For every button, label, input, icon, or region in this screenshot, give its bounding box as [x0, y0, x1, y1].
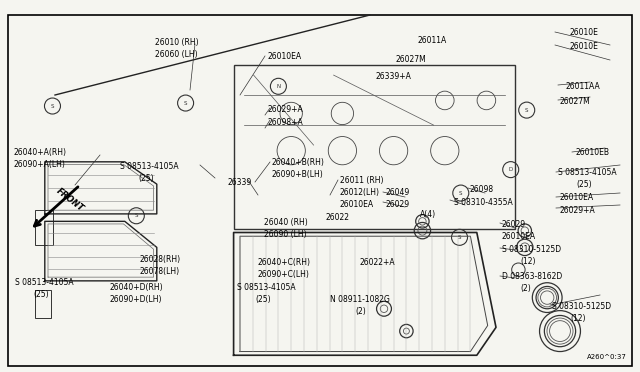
Bar [234, 65, 515, 229]
Text: S: S [134, 213, 138, 218]
Text: 26040+B(RH): 26040+B(RH) [272, 158, 325, 167]
Text: S: S [459, 190, 463, 196]
Text: S 08310-5125D: S 08310-5125D [552, 302, 611, 311]
Text: (2): (2) [355, 307, 365, 316]
Text: (12): (12) [570, 314, 586, 323]
Text: A260^0:37: A260^0:37 [587, 354, 627, 360]
Text: 26090+A(LH): 26090+A(LH) [14, 160, 66, 169]
Text: 26339+A: 26339+A [375, 72, 411, 81]
Text: 26040+D(RH): 26040+D(RH) [110, 283, 164, 292]
Text: S 08310-4355A: S 08310-4355A [454, 198, 513, 207]
Text: 26029+A: 26029+A [268, 105, 304, 114]
Text: 26012(LH): 26012(LH) [340, 188, 380, 197]
Text: 26078(LH): 26078(LH) [140, 267, 180, 276]
Bar [35, 210, 53, 245]
Text: S: S [458, 235, 461, 240]
Text: 26029+A: 26029+A [560, 206, 596, 215]
Text: 26010EA: 26010EA [340, 200, 374, 209]
Text: 26029: 26029 [502, 220, 526, 229]
Text: 26010EA: 26010EA [502, 232, 536, 241]
Text: 26339: 26339 [228, 178, 252, 187]
Text: 26011A: 26011A [418, 36, 447, 45]
Text: D 08363-8162D: D 08363-8162D [502, 272, 563, 281]
Text: 26011AA: 26011AA [565, 82, 600, 91]
Text: N 08911-1082G: N 08911-1082G [330, 295, 390, 304]
Text: D: D [509, 167, 513, 172]
Text: 26022+A: 26022+A [360, 258, 396, 267]
Text: 26049: 26049 [385, 188, 409, 197]
Text: 26010E: 26010E [570, 42, 599, 51]
Text: 26098+A: 26098+A [268, 118, 304, 127]
Text: 26040 (RH): 26040 (RH) [264, 218, 308, 227]
Text: S 08310-5125D: S 08310-5125D [502, 245, 561, 254]
Text: 26010EB: 26010EB [575, 148, 609, 157]
Text: 26090+D(LH): 26090+D(LH) [110, 295, 163, 304]
Text: S: S [51, 103, 54, 109]
Text: 26098: 26098 [470, 185, 494, 194]
Text: (25): (25) [576, 180, 591, 189]
Text: 26010EA: 26010EA [560, 193, 594, 202]
Text: A(4): A(4) [420, 210, 436, 219]
Text: 26010E: 26010E [570, 28, 599, 37]
Bar [35, 290, 51, 318]
Text: (2): (2) [520, 284, 531, 293]
Text: S 08513-4105A: S 08513-4105A [237, 283, 296, 292]
Text: S 08513-4105A: S 08513-4105A [558, 168, 616, 177]
Text: S 08513-4105A: S 08513-4105A [120, 162, 179, 171]
Text: 26090+C(LH): 26090+C(LH) [258, 270, 310, 279]
Text: 26010EA: 26010EA [268, 52, 302, 61]
Text: 26060 (LH): 26060 (LH) [155, 50, 198, 59]
Text: FRONT: FRONT [54, 187, 85, 214]
Text: 26010 (RH): 26010 (RH) [155, 38, 198, 47]
Text: 26040+A(RH): 26040+A(RH) [14, 148, 67, 157]
Text: (25): (25) [33, 290, 49, 299]
Text: (25): (25) [255, 295, 271, 304]
Text: S: S [525, 108, 529, 113]
Text: 26028(RH): 26028(RH) [140, 255, 181, 264]
Text: (25): (25) [138, 174, 154, 183]
Text: 26090+B(LH): 26090+B(LH) [272, 170, 324, 179]
Text: 26040+C(RH): 26040+C(RH) [258, 258, 311, 267]
Text: S: S [184, 100, 188, 106]
Text: 26027M: 26027M [560, 97, 591, 106]
Text: N: N [276, 84, 280, 89]
Text: 26027M: 26027M [395, 55, 426, 64]
Text: (12): (12) [520, 257, 536, 266]
Text: 26022: 26022 [326, 213, 350, 222]
Text: 26011 (RH): 26011 (RH) [340, 176, 383, 185]
Text: 26029: 26029 [385, 200, 409, 209]
Text: S 08513-4105A: S 08513-4105A [15, 278, 74, 287]
Text: 26090 (LH): 26090 (LH) [264, 230, 307, 239]
